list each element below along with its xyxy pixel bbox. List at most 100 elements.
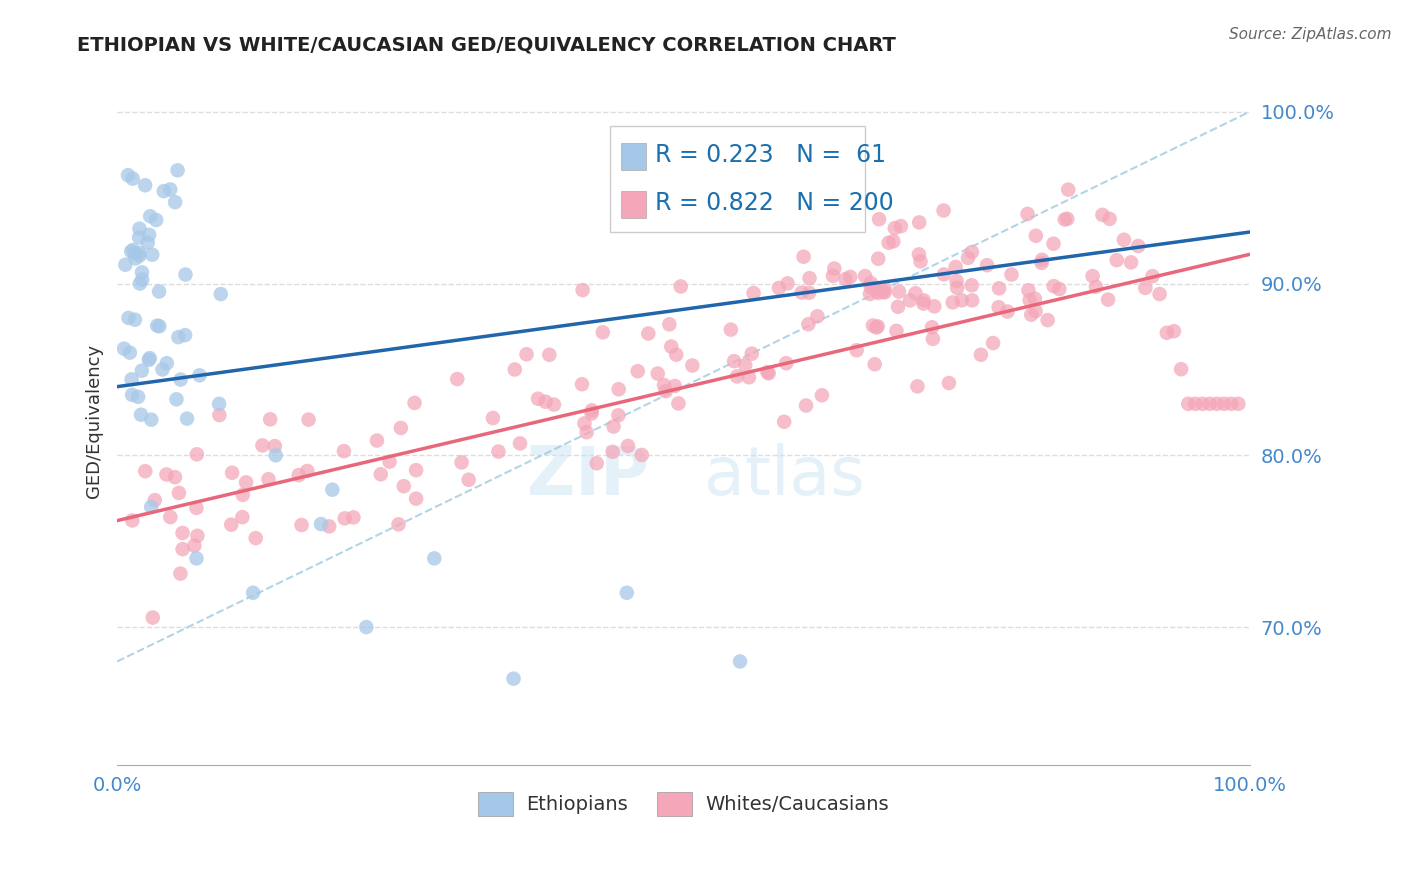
Point (159, 510, 181, 524)
Point (942, 295, 965, 310)
Point (121, 513, 143, 527)
Point (128, 277, 150, 291)
Point (131, 364, 153, 378)
Point (128, 246, 150, 260)
Point (121, 388, 143, 402)
Point (981, 336, 1004, 351)
Point (1056, 211, 1078, 226)
Point (797, 318, 820, 332)
Point (1017, 207, 1039, 221)
Point (932, 203, 955, 218)
Point (142, 610, 165, 624)
Point (970, 348, 993, 362)
Point (114, 258, 136, 272)
Point (138, 352, 160, 367)
Point (669, 279, 692, 293)
Point (1031, 252, 1053, 267)
Point (617, 439, 640, 453)
Point (859, 276, 882, 290)
Point (124, 252, 146, 266)
Point (960, 293, 983, 308)
Point (366, 434, 388, 448)
Point (208, 408, 231, 422)
Point (945, 274, 967, 288)
Point (163, 470, 186, 484)
Text: R = 0.223   N =  61: R = 0.223 N = 61 (655, 143, 886, 167)
Point (960, 245, 983, 260)
Point (592, 326, 614, 340)
Point (868, 252, 890, 266)
Point (1135, 281, 1157, 295)
Point (681, 359, 703, 373)
Point (167, 330, 190, 344)
Point (1213, 397, 1236, 411)
Point (131, 272, 153, 286)
Point (174, 268, 197, 282)
Point (652, 378, 675, 392)
Point (1091, 208, 1114, 222)
Point (297, 412, 319, 426)
Point (392, 479, 415, 493)
Point (423, 551, 446, 566)
Point (259, 412, 281, 426)
Point (823, 261, 845, 276)
Point (128, 248, 150, 262)
Point (1112, 233, 1135, 247)
Point (904, 286, 927, 301)
Point (907, 379, 929, 393)
Point (602, 444, 624, 458)
Point (839, 269, 862, 284)
Point (121, 372, 143, 386)
Point (138, 351, 160, 365)
Point (134, 464, 156, 478)
Point (186, 551, 208, 566)
Point (793, 250, 815, 264)
Point (768, 281, 790, 295)
Point (581, 407, 603, 421)
Point (1036, 313, 1059, 327)
Point (159, 182, 181, 196)
Point (245, 531, 267, 545)
Point (898, 293, 921, 308)
Point (333, 511, 356, 525)
Point (1017, 283, 1039, 297)
Point (725, 369, 748, 384)
Point (1031, 256, 1053, 270)
Point (1105, 253, 1128, 268)
Point (865, 285, 887, 299)
Point (924, 299, 946, 313)
Point (166, 163, 188, 178)
Point (831, 208, 853, 222)
Point (370, 467, 392, 482)
Point (945, 260, 967, 274)
Point (873, 281, 896, 295)
Point (882, 235, 904, 249)
Point (405, 463, 427, 477)
Point (169, 566, 191, 581)
Point (389, 421, 412, 435)
Point (502, 672, 524, 686)
Point (865, 320, 887, 334)
Point (581, 403, 603, 417)
Point (741, 346, 763, 360)
Point (129, 408, 152, 422)
Point (1097, 293, 1119, 307)
Point (235, 475, 257, 490)
Point (131, 265, 153, 279)
Point (1084, 279, 1107, 293)
Point (575, 425, 598, 440)
Point (405, 491, 427, 506)
Point (1205, 397, 1227, 411)
Point (868, 285, 890, 300)
Point (188, 368, 211, 383)
Point (263, 439, 285, 453)
Point (118, 345, 141, 359)
Point (1000, 268, 1022, 282)
Point (585, 456, 607, 470)
Point (794, 399, 817, 413)
Point (668, 396, 690, 410)
Point (342, 510, 364, 524)
Point (1098, 211, 1121, 226)
Point (404, 396, 426, 410)
Point (309, 516, 332, 531)
